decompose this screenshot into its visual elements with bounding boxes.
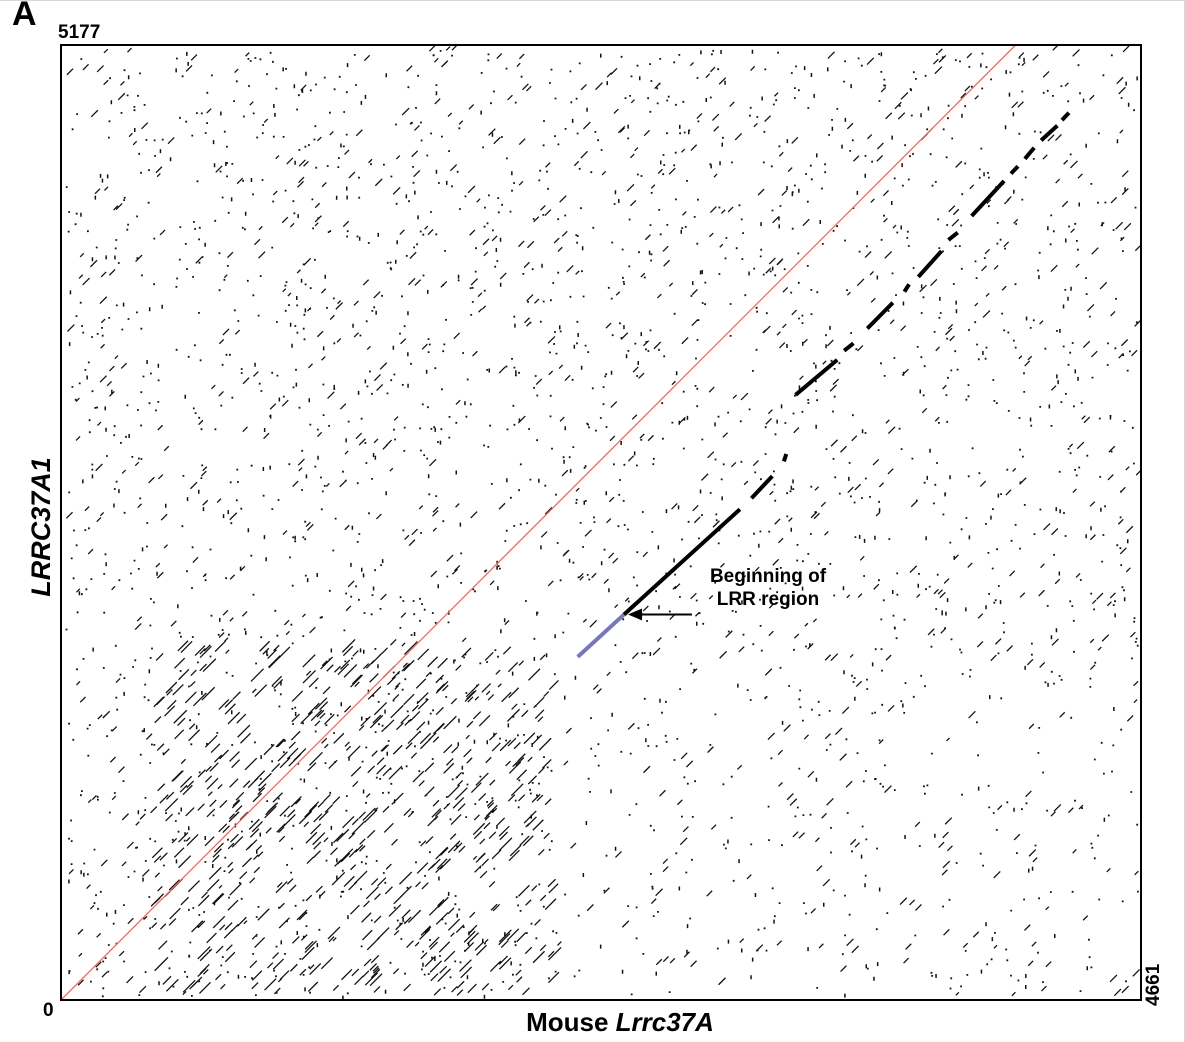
frame-top-border	[0, 0, 1185, 1]
alignment-segment-1	[750, 474, 774, 500]
noise-dot-cloud	[65, 43, 1142, 1000]
alignment-segment-3	[794, 358, 839, 397]
y-max-tick-label: 5177	[58, 22, 101, 43]
panel-label: A	[12, 0, 37, 33]
alignment-segment-6	[902, 283, 911, 293]
series-layer	[60, 44, 1071, 1001]
plot-border	[60, 44, 1142, 1001]
series-alignment-highlight	[576, 612, 626, 659]
x-axis-label-prefix: Mouse	[526, 1007, 609, 1037]
alignment-segment-7	[916, 249, 943, 279]
alignment-segment-5	[865, 301, 895, 330]
alignment-segment-8	[947, 231, 959, 242]
series-reference-diagonal	[60, 44, 1017, 1001]
annotation-line-2: LRR region	[716, 589, 820, 610]
alignment-segment-9	[970, 179, 1006, 218]
x-axis-label-gene: Lrrc37A	[615, 1007, 714, 1037]
background-noise-dots	[65, 43, 1142, 1000]
x-min-tick-label: 0	[43, 1000, 54, 1021]
y-axis-label: LRRC37A1	[26, 457, 56, 597]
alignment-segment-11	[1023, 146, 1036, 161]
alignment-segment-2	[782, 453, 789, 462]
annotation-arrow-head	[628, 608, 643, 621]
alignment-segment-4	[842, 341, 855, 353]
annotation-line-1: Beginning of	[709, 566, 827, 587]
alignment-segment-12	[1039, 124, 1059, 142]
alignment-segment-0	[622, 507, 742, 616]
alignment-segment-10	[1009, 164, 1020, 175]
x-max-tick-label: 4661	[1143, 963, 1164, 1006]
annotation-text: Beginning of LRR region	[690, 565, 846, 611]
x-axis-label: Mouse Lrrc37A	[440, 1004, 800, 1040]
annotation-arrow	[628, 608, 692, 621]
alignment-segment-13	[1060, 111, 1071, 122]
